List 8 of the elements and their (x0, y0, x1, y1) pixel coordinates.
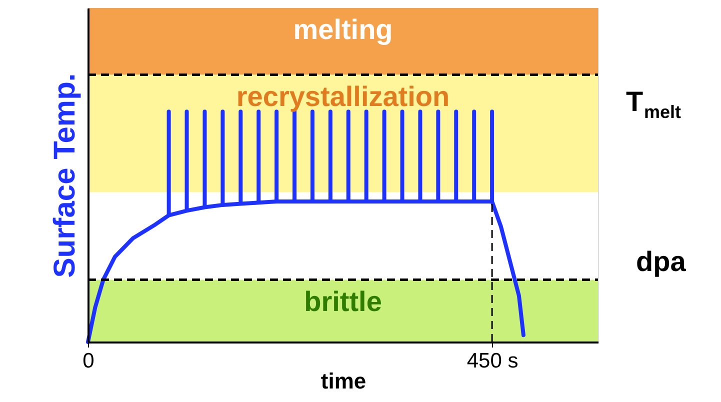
band-label: recrystallization (236, 80, 450, 112)
text: dpa (636, 246, 686, 277)
x-tick-label: 0 (82, 350, 94, 372)
y-axis-title: Surface Temp. (48, 73, 82, 278)
x-axis-title: time (320, 368, 366, 394)
x-tick-label: 450 s (466, 350, 518, 372)
band-label: melting (293, 14, 393, 46)
band-label: brittle (304, 286, 382, 317)
